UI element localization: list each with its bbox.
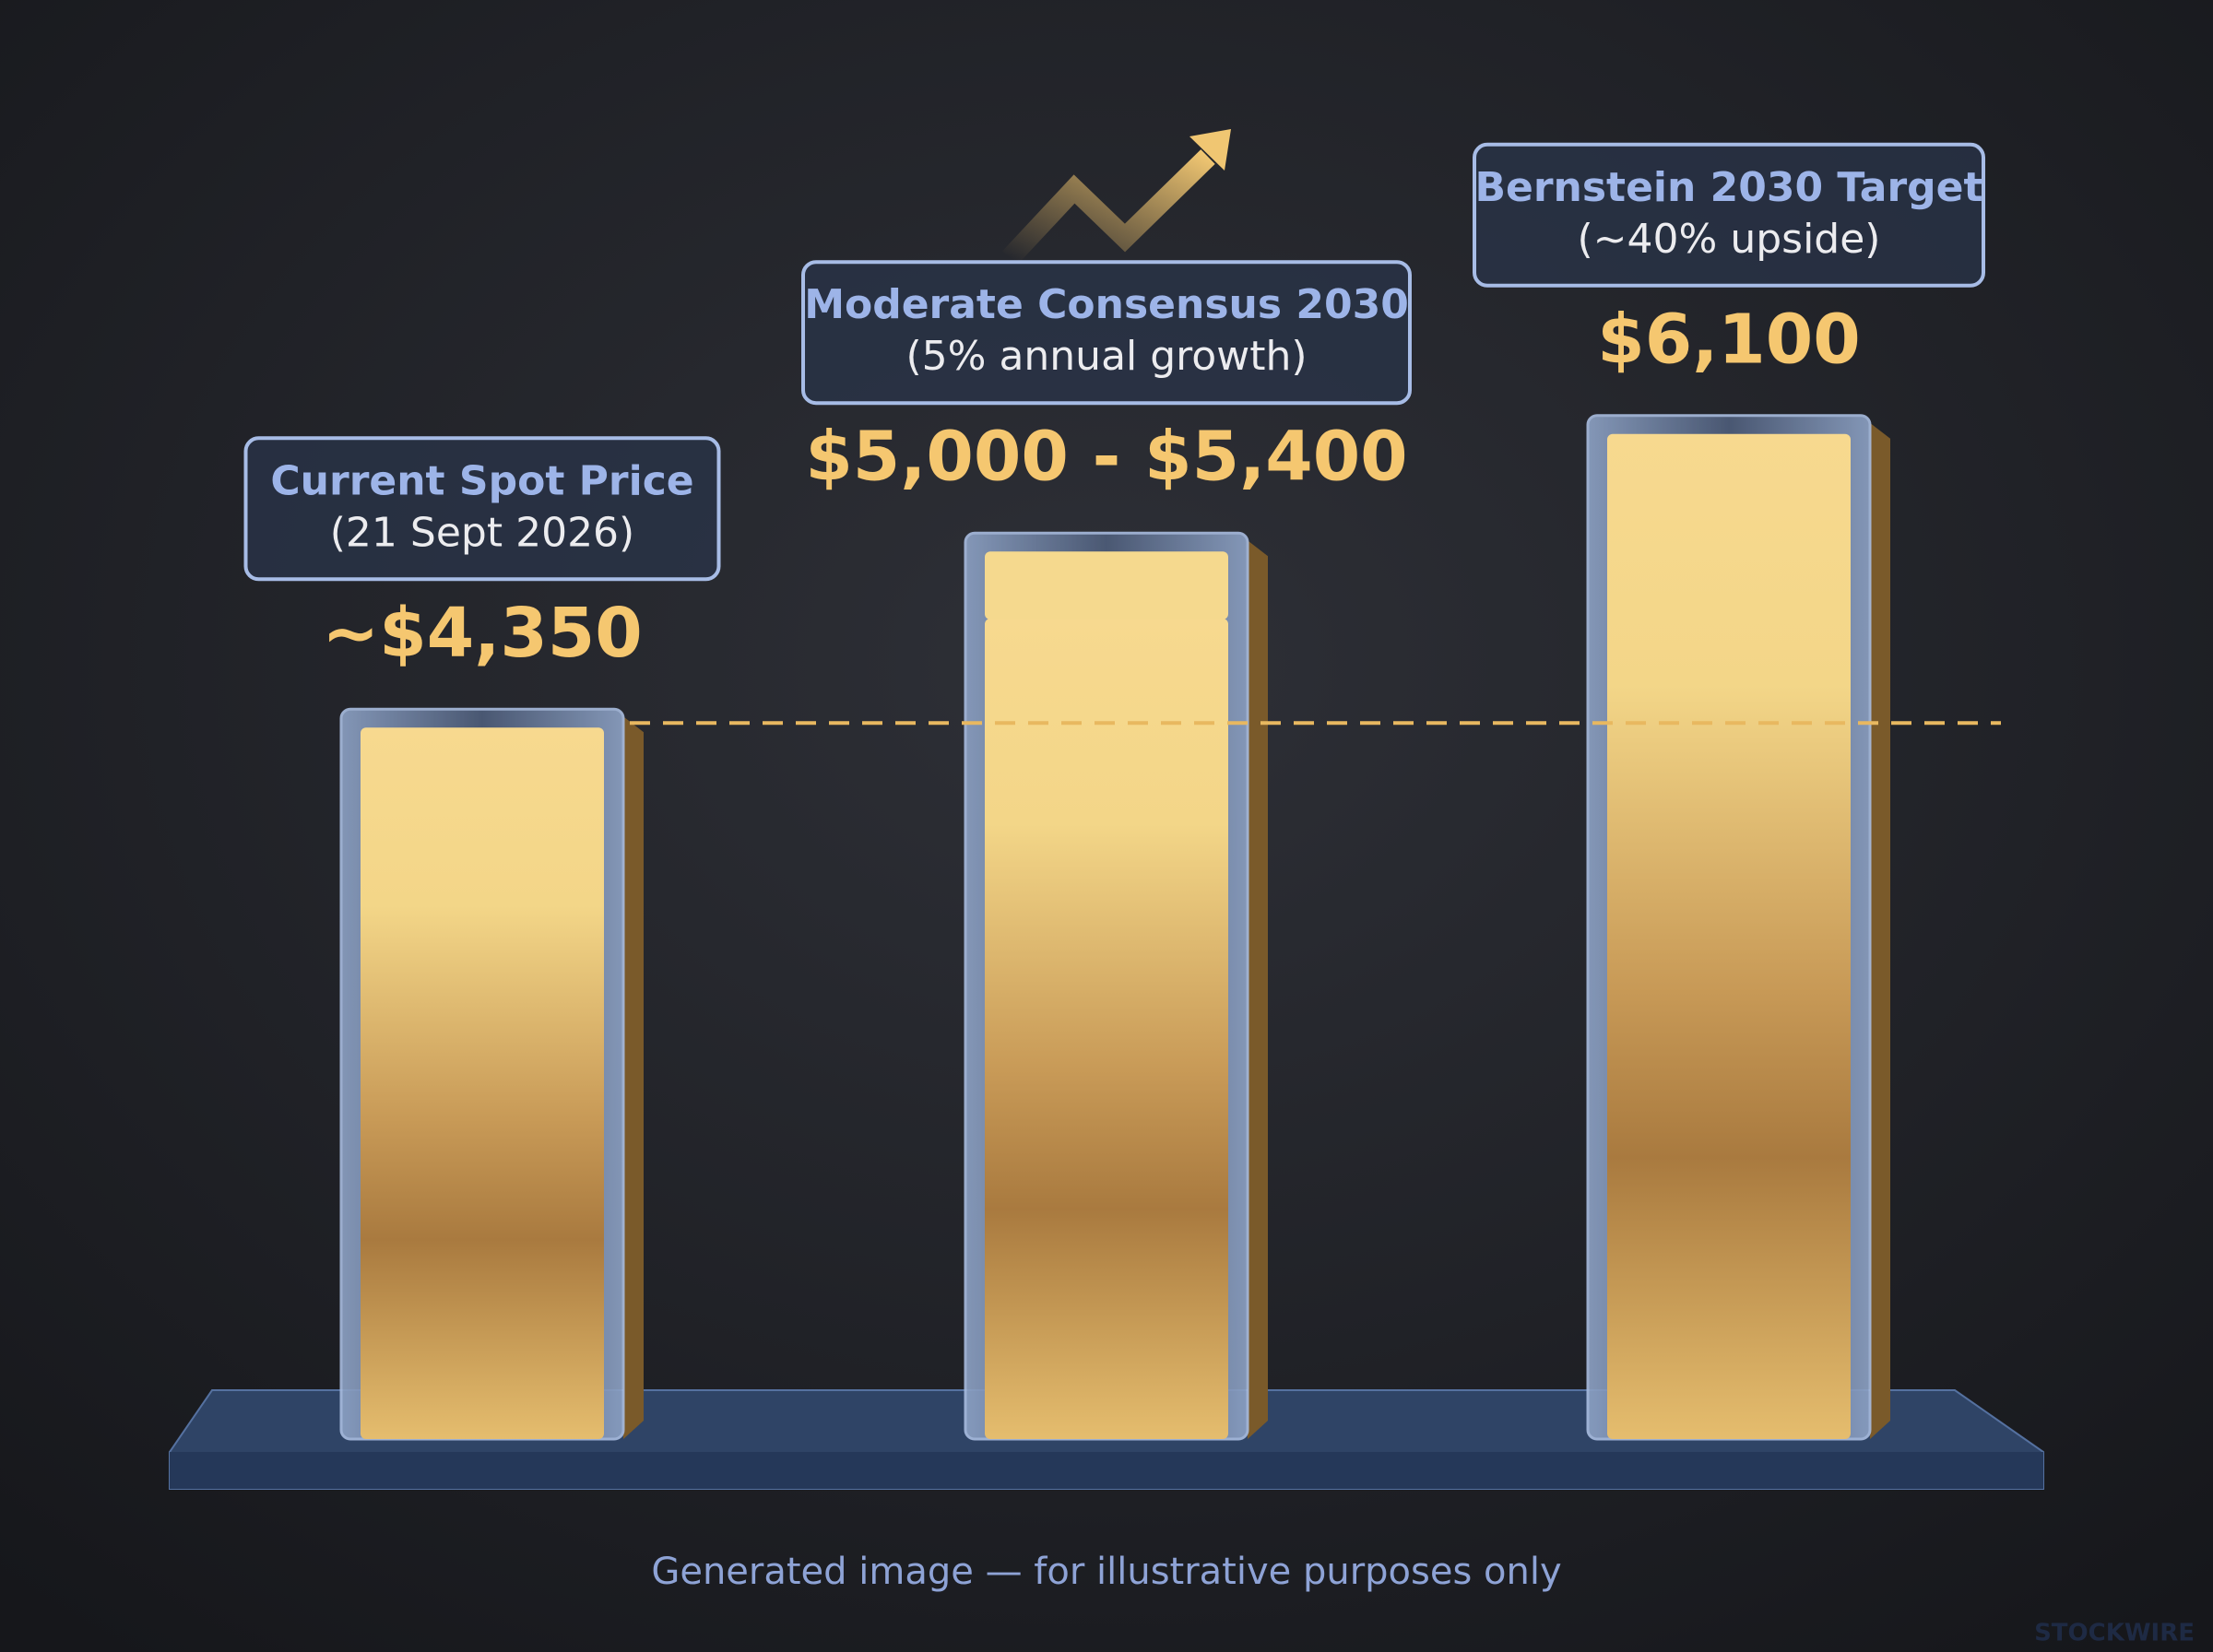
platform-edge (170, 1452, 2043, 1489)
category-subtitle: (5% annual growth) (905, 333, 1307, 380)
bar-side (623, 716, 644, 1439)
category-subtitle: (21 Sept 2026) (330, 509, 634, 556)
label-box (243, 436, 721, 582)
footnote: Generated image — for illustrative purpo… (651, 1551, 1561, 1593)
category-label: Current Spot Price (270, 457, 693, 504)
category-subtitle: (~40% upside) (1578, 216, 1881, 263)
label-box (801, 260, 1412, 406)
trend-arrow (1001, 149, 1215, 266)
bar-side (1870, 422, 1890, 1439)
bar (361, 727, 604, 1439)
bar (985, 619, 1228, 1439)
value-label: $5,000 - $5,400 (805, 418, 1407, 497)
category-label: Bernstein 2030 Target (1474, 164, 1982, 211)
watermark: STOCKWIRE (2034, 1620, 2195, 1647)
value-label: ~$4,350 (322, 594, 643, 673)
category-label: Moderate Consensus 2030 (804, 281, 1409, 328)
value-label: $6,100 (1597, 300, 1861, 379)
bar (1607, 433, 1851, 1439)
bar-side (1248, 540, 1268, 1439)
label-box (1473, 142, 1985, 288)
trend-arrow-head (1189, 129, 1231, 171)
bar-range (985, 551, 1228, 620)
